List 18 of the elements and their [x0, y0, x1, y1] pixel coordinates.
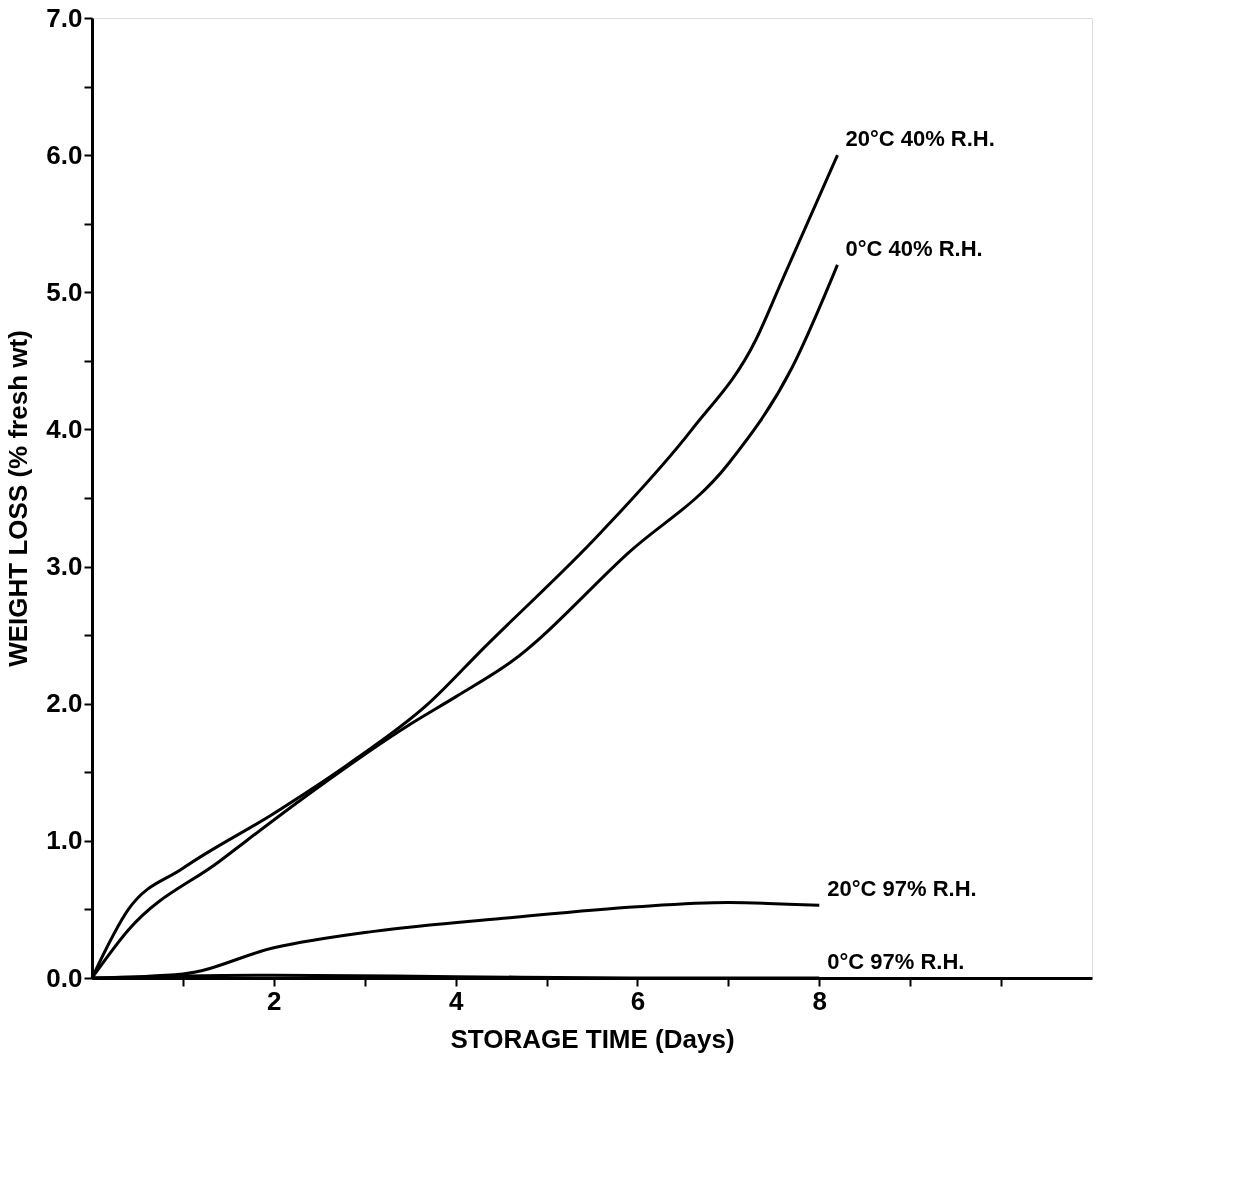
y-tick-label: 3.0 — [46, 551, 83, 582]
series-label: 20°C 97% R.H. — [827, 876, 977, 902]
x-tick-label: 6 — [630, 985, 646, 1016]
x-tick-label: 8 — [812, 985, 828, 1016]
y-tick-label: 1.0 — [46, 825, 83, 856]
y-axis-title: WEIGHT LOSS (% fresh wt) — [3, 330, 34, 667]
x-axis-title: STORAGE TIME (Days) — [450, 1023, 735, 1054]
x-tick-label: 2 — [267, 985, 282, 1016]
x-tick-label: 4 — [448, 985, 464, 1016]
series-label: 0°C 40% R.H. — [845, 235, 983, 261]
y-tick-label: 5.0 — [46, 276, 83, 307]
y-tick-label: 7.0 — [46, 2, 83, 33]
y-tick-label: 0.0 — [46, 962, 83, 993]
series-label: 20°C 40% R.H. — [845, 126, 995, 152]
y-tick-label: 6.0 — [46, 139, 83, 170]
y-tick-label: 4.0 — [46, 413, 83, 444]
series-label: 0°C 97% R.H. — [827, 949, 965, 974]
y-tick-label: 2.0 — [46, 688, 83, 719]
